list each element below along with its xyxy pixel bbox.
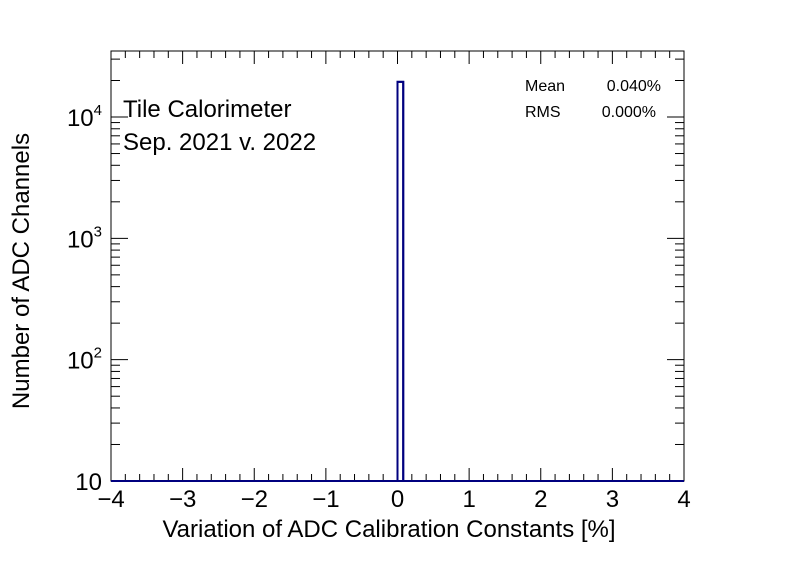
x-tick-label: 3 [606,486,619,513]
x-axis-label: Variation of ADC Calibration Constants [… [162,516,615,543]
x-tick-label: −1 [312,486,339,513]
y-tick-label: 102 [67,345,102,375]
x-tick-label: −2 [241,486,268,513]
text-layer: Tile Calorimeter Sep. 2021 v. 2022 Varia… [8,78,661,543]
x-tick-label: 0 [391,486,404,513]
y-tick-label-exponent: 3 [94,223,102,240]
x-tick-label: 1 [462,486,475,513]
annotation-title: Tile Calorimeter [123,96,291,123]
y-tick-label-base: 10 [67,226,94,253]
histogram-bin [396,80,405,482]
x-tick-label: 2 [534,486,547,513]
x-tick-label: 4 [677,486,690,513]
x-tick-label: −3 [169,486,196,513]
y-tick-label-exponent: 4 [94,102,102,119]
stats-mean-value: 0.040% [607,78,661,95]
y-axis-label: Number of ADC Channels [8,133,35,409]
y-tick-label-base: 10 [67,348,94,375]
y-tick-label-exponent: 2 [94,345,102,362]
y-tick-label: 104 [67,102,102,132]
y-tick-label: 10 [75,469,102,496]
x-tick-label: −4 [97,486,124,513]
stats-rms-label: RMS [525,104,561,121]
stats-rms-value: 0.000% [602,104,656,121]
y-tick-label-base: 10 [75,469,102,496]
y-tick-label-base: 10 [67,105,94,132]
annotation-subtitle: Sep. 2021 v. 2022 [123,129,316,156]
stats-mean-label: Mean [525,78,565,95]
y-tick-label: 103 [67,223,102,253]
histogram-series [111,80,684,482]
